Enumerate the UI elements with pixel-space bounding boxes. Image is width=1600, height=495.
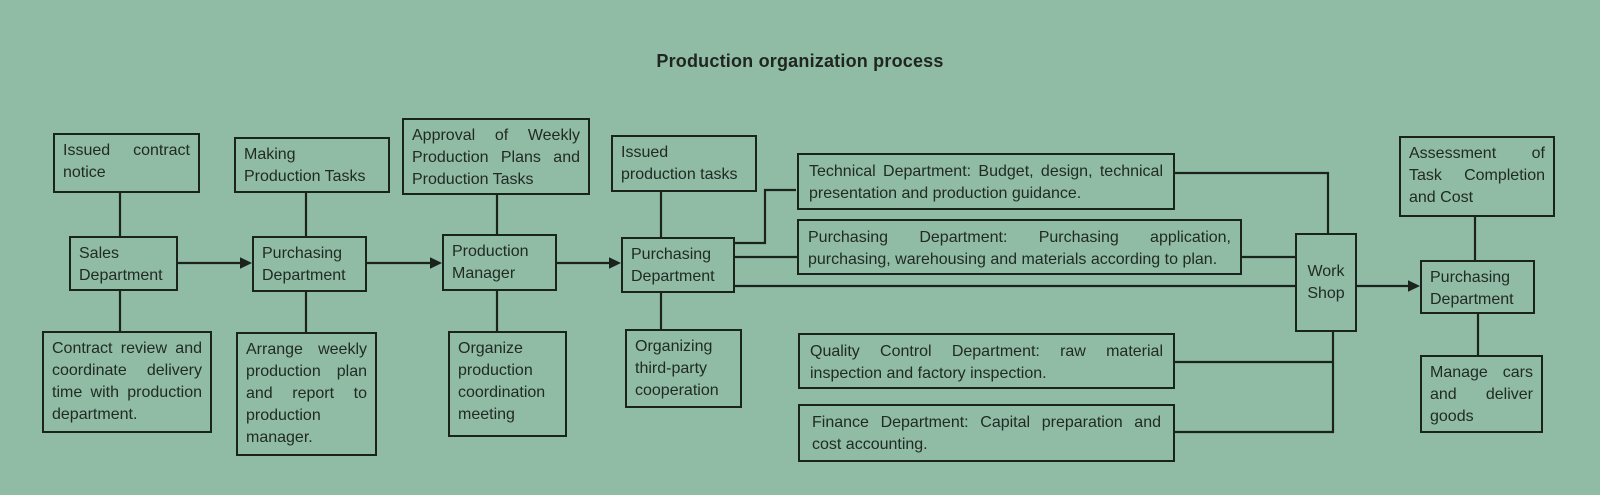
node-arrange-weekly-plan: Arrange weekly production plan and repor… [236, 332, 377, 456]
node-approval-weekly-plans: Approval of Weekly Production Plans and … [402, 118, 590, 195]
arrowhead-icon [1408, 280, 1420, 292]
node-organize-coordination-meeting: Organize production coordination meeting [448, 331, 567, 437]
connector-purchasing-to-technical [735, 188, 796, 245]
node-production-manager: Production Manager [442, 234, 557, 291]
node-purchasing-department-delivery: Purchasing Department [1420, 260, 1535, 314]
node-purchasing-department-exec: Purchasing Department [621, 237, 735, 293]
node-sales-department: Sales Department [69, 236, 178, 291]
arrowhead-icon [609, 257, 621, 269]
node-contract-review: Contract review and coordinate delivery … [42, 331, 212, 433]
arrowhead-icon [430, 257, 442, 269]
connector-workshop-to-finance [1175, 331, 1335, 434]
node-finance-department: Finance Department: Capital preparation … [798, 404, 1175, 462]
node-work-shop: Work Shop [1295, 233, 1357, 332]
node-issued-contract-notice: Issued contract notice [53, 133, 200, 193]
node-organizing-third-party: Organizing third-party cooperation [625, 329, 742, 408]
diagram-title: Production organization process [656, 51, 944, 71]
node-assessment-task-completion: Assessment of Task Completion and Cost [1399, 136, 1555, 217]
node-making-production-tasks: Making Production Tasks [234, 137, 390, 193]
node-quality-control-department: Quality Control Department: raw material… [798, 333, 1175, 389]
connector-technical-to-workshop [1175, 171, 1330, 234]
node-manage-cars-deliver-goods: Manage cars and deliver goods [1420, 355, 1543, 433]
node-purchasing-department-supply: Purchasing Department: Purchasing applic… [797, 219, 1242, 275]
arrowhead-icon [240, 257, 252, 269]
node-technical-department: Technical Department: Budget, design, te… [797, 153, 1175, 210]
node-purchasing-department-plan: Purchasing Department [252, 236, 367, 292]
node-issued-production-tasks: Issued production tasks [611, 135, 757, 192]
